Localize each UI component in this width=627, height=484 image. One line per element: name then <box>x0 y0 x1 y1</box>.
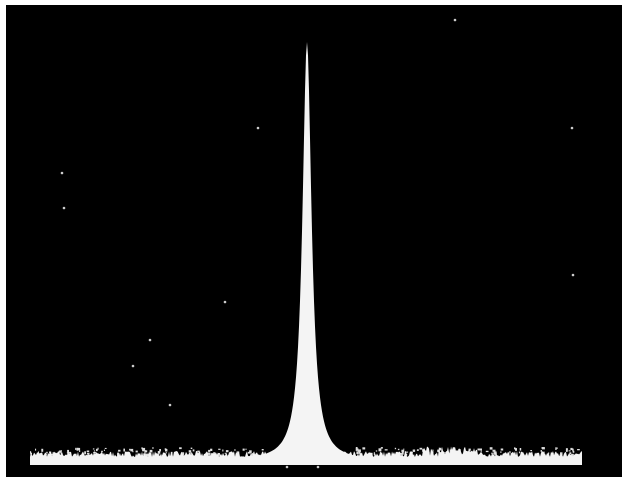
noise-speck <box>77 448 79 451</box>
noise-speck <box>166 452 167 453</box>
noise-speck <box>356 447 358 449</box>
noise-speck <box>246 449 247 450</box>
noise-speck <box>519 452 520 454</box>
speck <box>571 127 574 130</box>
noise-speck <box>569 452 571 454</box>
noise-speck <box>159 449 161 451</box>
noise-speck <box>557 448 558 449</box>
speck <box>169 404 172 407</box>
noise-speck <box>569 450 571 451</box>
noise-speck <box>530 450 532 451</box>
noise-speck <box>555 447 556 450</box>
noise-speck <box>541 447 544 449</box>
noise-speck <box>262 449 264 450</box>
noise-speck <box>208 450 210 452</box>
speck <box>286 466 289 469</box>
noise-speck <box>189 450 192 452</box>
noise-speck <box>577 449 580 450</box>
noise-speck <box>222 450 223 452</box>
noise-speck <box>61 450 62 453</box>
noise-speck <box>129 449 130 451</box>
noise-speck <box>96 449 98 451</box>
noise-speck <box>93 448 95 449</box>
noise-speck <box>136 451 138 453</box>
noise-speck <box>381 447 383 449</box>
noise-speck <box>87 453 90 455</box>
noise-speck <box>403 449 404 450</box>
page: (() => { const ns = 'http://www.w3.org/2… <box>0 0 627 484</box>
noise-speck <box>84 451 86 454</box>
noise-speck <box>248 452 251 454</box>
speck <box>224 301 227 304</box>
noise-speck <box>486 451 489 452</box>
noise-speck <box>145 450 147 452</box>
noise-speck <box>385 449 388 450</box>
noise-speck <box>165 448 167 450</box>
noise-speck <box>179 447 182 449</box>
noise-speck <box>218 449 220 450</box>
noise-speck <box>566 451 568 452</box>
noise-speck <box>191 448 193 449</box>
noise-speck <box>158 451 161 454</box>
noise-speck <box>420 448 423 450</box>
noise-speck <box>481 451 482 452</box>
speck <box>63 207 66 210</box>
noise-speck <box>105 448 107 449</box>
noise-speck <box>123 449 125 452</box>
noise-speck <box>395 448 396 449</box>
noise-speck <box>358 449 361 452</box>
noise-speck <box>226 450 229 452</box>
noise-speck <box>94 450 95 451</box>
noise-speck <box>35 449 36 451</box>
noise-speck <box>398 449 400 450</box>
noise-speck <box>79 450 80 452</box>
noise-speck <box>515 448 517 451</box>
speck <box>454 19 457 22</box>
noise-speck <box>193 449 195 451</box>
noise-speck <box>87 451 90 453</box>
noise-speck <box>234 450 236 451</box>
noise-speck <box>130 449 133 452</box>
noise-speck <box>46 452 48 454</box>
noise-speck <box>362 447 365 449</box>
noise-speck <box>142 449 144 452</box>
noise-speck <box>41 449 43 452</box>
noise-speck <box>104 450 105 451</box>
noise-speck <box>401 450 404 453</box>
noise-speck <box>379 448 382 451</box>
noise-speck <box>509 451 510 453</box>
noise-speck <box>570 448 572 450</box>
noise-speck <box>210 449 212 451</box>
noise-speck <box>417 449 419 451</box>
noise-speck <box>243 449 245 451</box>
noise-speck <box>520 448 522 451</box>
noise-speck <box>413 450 415 452</box>
noise-speck <box>491 453 494 454</box>
speck <box>317 466 320 469</box>
noise-speck <box>118 450 120 452</box>
speck <box>132 365 135 368</box>
noise-speck <box>500 451 501 453</box>
speck <box>572 274 575 277</box>
noise-speck <box>75 448 76 450</box>
speck <box>61 172 64 175</box>
speck <box>257 127 260 130</box>
noise-speck <box>501 449 504 451</box>
noise-speck <box>152 447 153 449</box>
noise-speck <box>566 448 568 450</box>
noise-speck <box>490 447 493 449</box>
noise-speck <box>376 450 377 451</box>
speck <box>149 339 152 342</box>
noise-speck <box>478 449 481 451</box>
spectrum-photo <box>0 0 627 484</box>
